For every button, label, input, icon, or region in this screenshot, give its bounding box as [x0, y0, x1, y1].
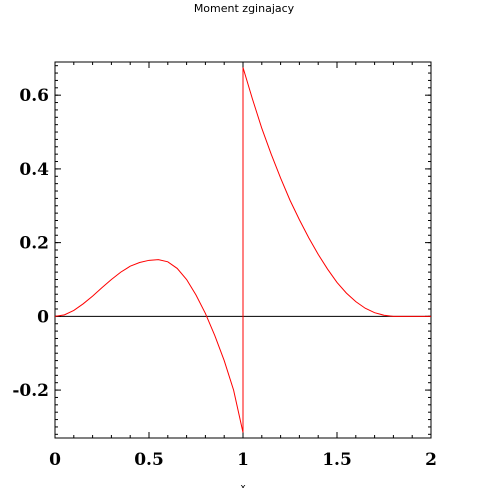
y-tick-label: 0.2 [19, 234, 49, 254]
y-tick-label: 0.4 [19, 160, 49, 180]
x-tick-label: 0 [49, 450, 61, 470]
y-tick-label: -0.2 [12, 381, 49, 401]
series-group [54, 67, 431, 433]
x-tick-label: 1.5 [322, 450, 352, 470]
tick-labels: 0 0.5 1 1.5 2 -0.2 0 0.2 0.4 0.6 [12, 86, 437, 470]
y-tick-label: 0 [37, 307, 49, 327]
y-tick-label: 0.6 [19, 86, 49, 106]
x-tick-label: 2 [425, 450, 437, 470]
x-tick-label: 0.5 [134, 450, 164, 470]
x-axis-label: x [240, 483, 246, 488]
chart-title: Moment zginajacy [193, 2, 295, 15]
x-tick-label: 1 [237, 450, 249, 470]
ticks [54, 62, 432, 438]
series-line [54, 67, 431, 433]
